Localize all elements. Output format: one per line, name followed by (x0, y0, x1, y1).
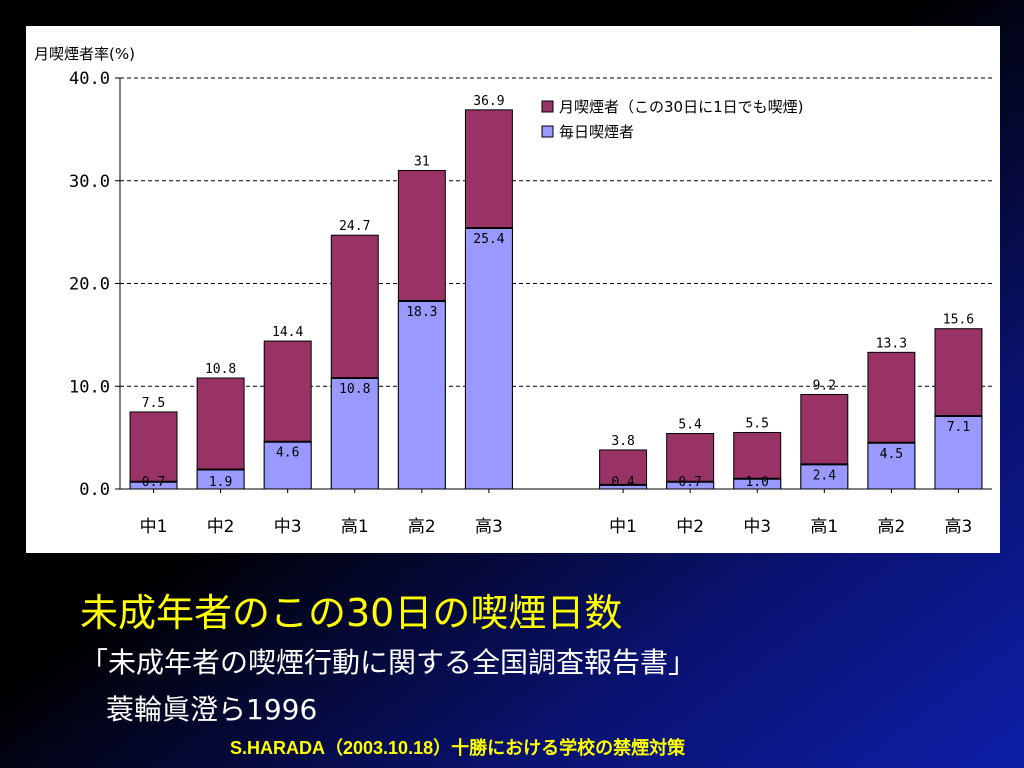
bar-monthly-smoker (599, 449, 648, 490)
legend-label-daily: 毎日喫煙者 (559, 123, 634, 141)
x-tick-label: 中1 (140, 517, 168, 537)
x-tick-label: 中2 (676, 517, 704, 537)
slide-title: 未成年者のこの30日の喫煙日数 (80, 591, 623, 635)
bar-daily-smoker (934, 415, 983, 490)
stacked-bar-chart: 0.0 10.0 20.0 30.0 40.0 月喫煙者率(%) 7.5 0.7 中1 10.8 1… (34, 45, 992, 537)
data-label-daily: 2.4 (813, 468, 837, 483)
credit-line: S.HARADA（2003.10.18）十勝における学校の禁煙対策 (230, 738, 686, 758)
x-tick-label: 高2 (877, 517, 905, 537)
bar-daily-smoker (397, 300, 446, 490)
x-tick-label: 高3 (945, 517, 973, 537)
bar-monthly-smoker (666, 433, 715, 490)
bar-daily-smoker (263, 441, 312, 490)
data-label-daily: 4.5 (880, 447, 903, 462)
y-tick-label: 10.0 (69, 377, 110, 397)
x-tick-label: 高1 (810, 517, 838, 537)
data-label-monthly: 10.8 (205, 362, 236, 377)
x-tick-label: 高1 (341, 517, 369, 537)
data-label-monthly: 9.2 (813, 378, 836, 393)
x-tick-label: 中3 (274, 517, 302, 537)
legend-label-monthly: 月喫煙者（この30日に1日でも喫煙) (559, 98, 803, 116)
legend-swatch-monthly (541, 100, 554, 113)
bar-daily-smoker (464, 227, 513, 490)
chart-panel: 0.0 10.0 20.0 30.0 40.0 月喫煙者率(%) 7.5 0.7 中1 10.8 1… (26, 26, 1000, 553)
data-label-daily: 18.3 (406, 305, 437, 320)
y-tick-label: 40.0 (69, 69, 110, 89)
x-tick-label: 中3 (743, 517, 771, 537)
data-label-monthly: 5.5 (745, 416, 768, 431)
x-tick-label: 中1 (609, 517, 637, 537)
data-label-monthly: 5.4 (678, 418, 702, 433)
data-label-monthly: 13.3 (876, 336, 907, 351)
bar-daily-smoker (867, 442, 916, 490)
y-tick-label: 30.0 (69, 172, 110, 192)
data-label-monthly: 14.4 (272, 325, 303, 340)
data-label-monthly: 3.8 (611, 434, 634, 449)
data-label-daily: 7.1 (947, 420, 970, 435)
source-citation: 「未成年者の喫煙行動に関する全国調査報告書」 (80, 646, 697, 679)
x-tick-label: 高3 (475, 517, 503, 537)
data-label-monthly: 36.9 (473, 94, 504, 109)
data-label-monthly: 7.5 (142, 396, 165, 411)
data-label-monthly: 31 (414, 154, 430, 169)
y-tick-label: 20.0 (69, 275, 110, 295)
y-tick-label: 0.0 (79, 480, 110, 500)
data-label-daily: 0.7 (678, 475, 701, 490)
data-label-daily: 10.8 (339, 382, 370, 397)
data-label-daily: 4.6 (276, 446, 299, 461)
data-label-daily: 1.9 (209, 475, 232, 490)
bar-daily-smoker (330, 377, 379, 490)
data-label-daily: 1.0 (745, 475, 768, 490)
bar-monthly-smoker (129, 411, 178, 490)
x-tick-label: 中2 (207, 517, 235, 537)
data-label-monthly: 24.7 (339, 219, 370, 234)
data-label-monthly: 15.6 (943, 313, 974, 328)
x-tick-label: 高2 (408, 517, 436, 537)
data-label-daily: 25.4 (473, 232, 504, 247)
legend-swatch-daily (541, 125, 554, 138)
source-authors: 蓑輪眞澄ら1996 (106, 693, 318, 726)
data-label-daily: 0.7 (142, 475, 165, 490)
data-label-daily: 0.4 (611, 475, 635, 490)
y-axis-title: 月喫煙者率(%) (34, 45, 135, 63)
